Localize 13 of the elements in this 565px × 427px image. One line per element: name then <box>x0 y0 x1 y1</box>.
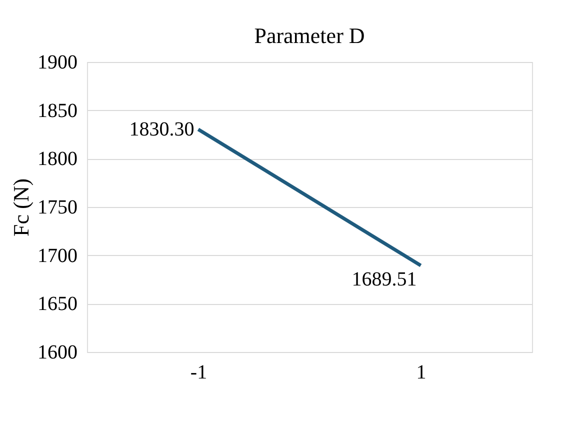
y-tick-label: 1800 <box>38 148 78 170</box>
x-tick-label: -1 <box>190 362 208 384</box>
chart-title: Parameter D <box>254 23 365 48</box>
x-tick-label: 1 <box>416 362 426 384</box>
y-tick-label: 1650 <box>38 293 78 316</box>
y-axis-title: Fc (N) <box>8 178 34 237</box>
y-tick-label: 1900 <box>38 52 78 74</box>
y-tick-label: 1600 <box>38 342 78 364</box>
y-tick-label: 1750 <box>38 196 78 218</box>
data-label: 1830.30 <box>129 118 194 140</box>
y-tick-label: 1850 <box>38 100 78 122</box>
y-tick-label: 1700 <box>38 244 78 267</box>
data-label: 1689.51 <box>352 268 417 290</box>
